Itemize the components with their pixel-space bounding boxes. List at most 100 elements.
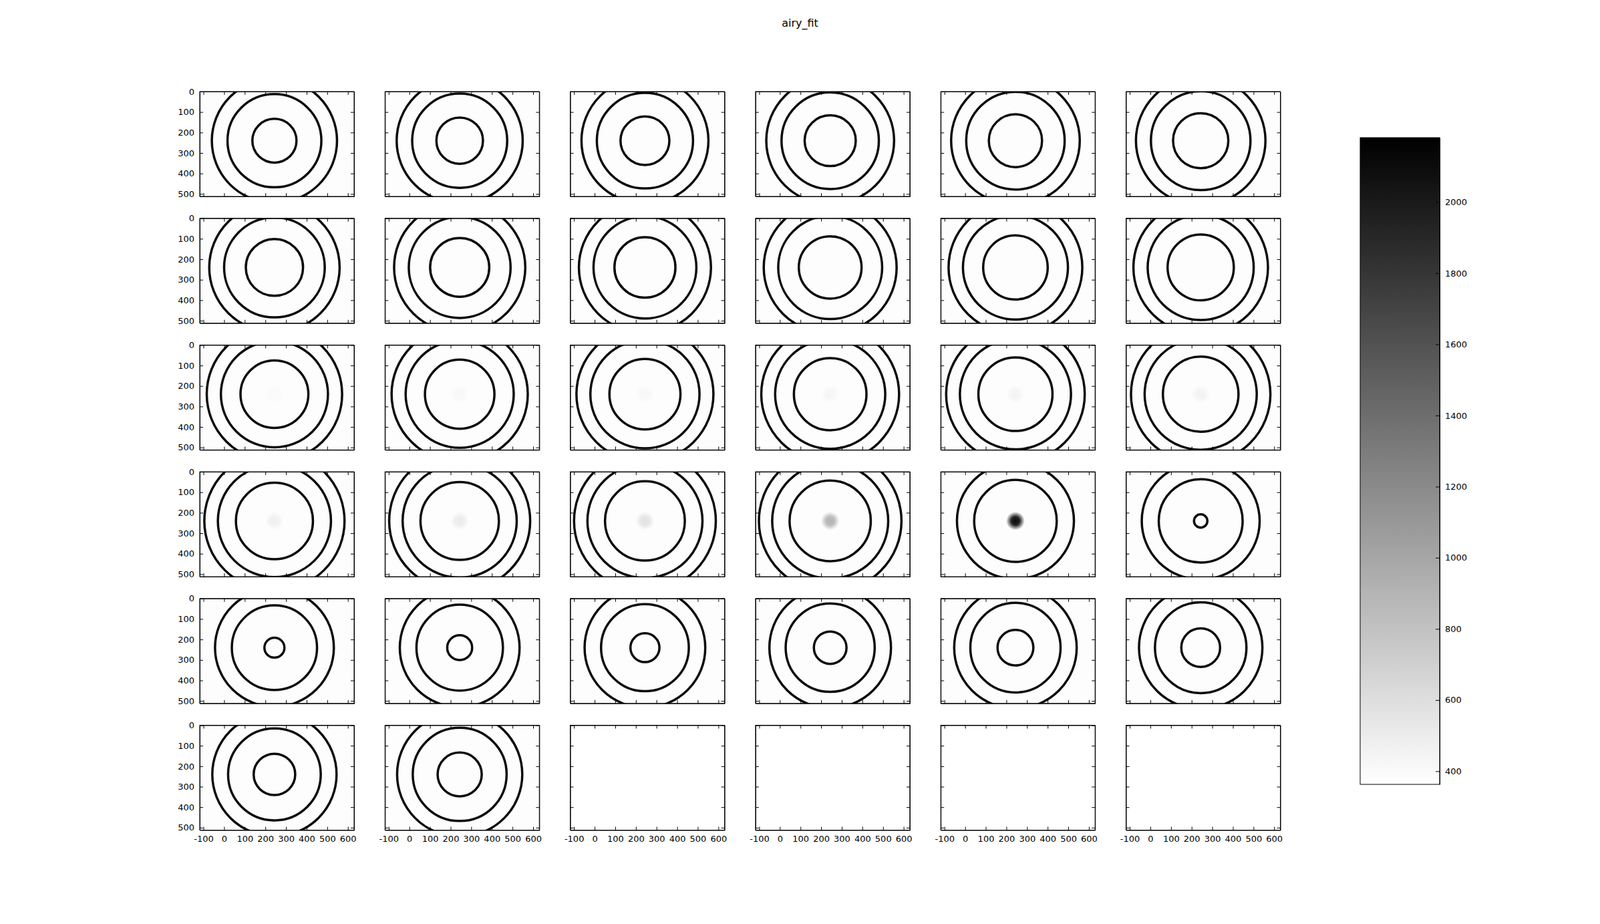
tick bbox=[656, 320, 658, 324]
tick bbox=[491, 193, 493, 197]
tick-label: 0 bbox=[189, 213, 195, 224]
tick-mark bbox=[755, 152, 759, 154]
tick bbox=[533, 218, 534, 222]
tick bbox=[635, 700, 637, 704]
tick-mark bbox=[1126, 193, 1130, 195]
tick bbox=[841, 573, 843, 577]
tick-mark bbox=[862, 91, 864, 95]
tick-mark bbox=[615, 320, 616, 324]
tick-mark bbox=[1129, 446, 1131, 450]
tick-mark bbox=[306, 218, 308, 222]
tick bbox=[1171, 218, 1172, 222]
tick-mark bbox=[906, 471, 910, 473]
tick bbox=[615, 700, 616, 704]
tick bbox=[533, 471, 534, 475]
tick bbox=[1091, 320, 1095, 322]
tick-mark bbox=[677, 446, 679, 450]
tick bbox=[450, 700, 452, 704]
ring bbox=[399, 598, 520, 704]
tick bbox=[940, 492, 944, 494]
tick: 300 bbox=[177, 528, 204, 539]
tick bbox=[721, 660, 725, 661]
tick bbox=[718, 573, 719, 577]
tick bbox=[409, 598, 411, 602]
tick-mark bbox=[409, 320, 411, 324]
tick: 0 bbox=[189, 86, 204, 97]
tick bbox=[903, 700, 905, 704]
tick-mark bbox=[1191, 218, 1193, 222]
axis-line bbox=[570, 598, 572, 704]
tick bbox=[1006, 320, 1007, 324]
tick-mark bbox=[903, 320, 905, 324]
tick bbox=[903, 344, 905, 349]
y-axis bbox=[570, 92, 574, 198]
tick-mark bbox=[223, 598, 225, 602]
tick-mark bbox=[755, 238, 759, 240]
x-axis bbox=[1126, 573, 1281, 578]
tick bbox=[906, 238, 910, 240]
tick bbox=[940, 173, 944, 175]
tick-mark bbox=[1091, 365, 1095, 367]
tick-mark bbox=[615, 218, 616, 222]
tick-mark bbox=[1277, 471, 1281, 473]
tick-mark bbox=[1126, 471, 1130, 473]
x-axis-top bbox=[385, 471, 540, 475]
tick bbox=[906, 512, 910, 514]
tick-mark bbox=[570, 91, 574, 93]
tick bbox=[409, 700, 411, 704]
ring bbox=[596, 92, 693, 189]
tick bbox=[721, 193, 725, 195]
image-background bbox=[1126, 471, 1281, 577]
tick-label: 200 bbox=[177, 634, 195, 645]
tick bbox=[862, 573, 864, 577]
tick bbox=[430, 700, 431, 704]
tick bbox=[697, 471, 699, 475]
tick: 500 bbox=[177, 315, 204, 327]
tick-mark bbox=[677, 91, 679, 95]
ring bbox=[1131, 344, 1271, 450]
x-axis-top bbox=[200, 344, 355, 349]
tick bbox=[677, 471, 679, 475]
ring bbox=[601, 603, 689, 691]
tick bbox=[535, 279, 540, 281]
tick bbox=[384, 680, 389, 681]
tick-mark bbox=[1129, 193, 1131, 197]
tick: 200 bbox=[177, 380, 204, 391]
tick bbox=[677, 320, 679, 324]
tick bbox=[384, 218, 389, 220]
tick-mark bbox=[430, 573, 431, 577]
image bbox=[940, 91, 1095, 197]
tick: 0 bbox=[189, 466, 204, 477]
tick-mark bbox=[1212, 344, 1214, 349]
tick-mark bbox=[244, 573, 246, 577]
tick bbox=[535, 132, 540, 133]
tick-mark bbox=[635, 471, 637, 475]
tick bbox=[841, 598, 843, 602]
tick-mark bbox=[570, 259, 574, 260]
tick-mark bbox=[986, 471, 987, 475]
tick bbox=[1006, 573, 1007, 577]
tick bbox=[1126, 492, 1130, 494]
tick-mark bbox=[535, 447, 540, 449]
tick-mark bbox=[199, 91, 204, 93]
tick bbox=[718, 598, 719, 602]
tick-mark bbox=[721, 299, 725, 301]
panel bbox=[384, 326, 540, 462]
axis-line bbox=[385, 323, 540, 325]
tick-mark bbox=[491, 218, 493, 222]
tick-mark bbox=[986, 218, 987, 222]
tick-mark bbox=[1212, 573, 1214, 577]
tick bbox=[388, 320, 390, 324]
tick-mark bbox=[903, 91, 905, 95]
axis-line bbox=[1126, 576, 1281, 578]
central-spot bbox=[1191, 384, 1210, 404]
tick bbox=[384, 700, 389, 702]
tick bbox=[755, 471, 759, 473]
tick bbox=[409, 573, 411, 577]
tick-label: 400 bbox=[177, 675, 195, 686]
tick bbox=[350, 132, 355, 133]
tick-mark bbox=[491, 471, 493, 475]
tick-mark bbox=[758, 218, 760, 222]
tick-mark bbox=[285, 218, 287, 222]
tick bbox=[1126, 259, 1130, 260]
